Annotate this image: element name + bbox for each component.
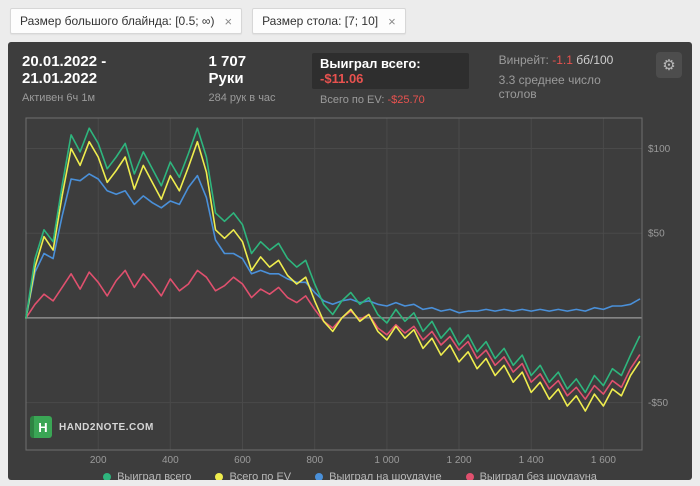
svg-text:1 400: 1 400 xyxy=(519,455,544,466)
won-total: Выиграл всего: -$11.06 xyxy=(312,53,469,89)
legend-dot xyxy=(315,473,324,480)
chart-legend: Выиграл всего Всего по EV Выиграл на шоу… xyxy=(8,466,692,480)
svg-text:1 000: 1 000 xyxy=(374,455,399,466)
winrate-units: бб/100 xyxy=(576,53,614,67)
ev-total: Всего по EV: -$25.70 xyxy=(312,94,469,106)
svg-text:$50: $50 xyxy=(648,229,665,240)
winnings-chart: 200 400 600 800 1 000 1 200 1 400 1 600 $100 $50 -… xyxy=(25,117,671,466)
legend-item-non-showdown[interactable]: Выиграл без шоудауна xyxy=(465,471,597,480)
hands-block: 1 707 Руки 284 рук в час xyxy=(209,53,283,104)
legend-item-ev-total[interactable]: Всего по EV xyxy=(215,471,291,480)
ev-total-value: -$25.70 xyxy=(387,94,425,106)
filter-chip-table-size[interactable]: Размер стола: [7; 10] × xyxy=(252,8,406,34)
date-range: 20.01.2022 - 21.01.2022 xyxy=(22,53,107,87)
filter-chip-label: Размер большого блайнда: [0.5; ∞) xyxy=(20,14,215,28)
close-icon[interactable]: × xyxy=(224,13,233,29)
legend-item-won-total[interactable]: Выиграл всего xyxy=(103,471,191,480)
active-time: Активен 6ч 1м xyxy=(22,92,96,104)
session-header: 20.01.2022 - 21.01.2022 Активен 6ч 1м 1 … xyxy=(8,42,692,110)
hand2note-logo-text: HAND2NOTE.COM xyxy=(59,421,154,433)
svg-text:800: 800 xyxy=(306,455,323,466)
svg-text:$100: $100 xyxy=(648,144,671,155)
legend-item-showdown[interactable]: Выиграл на шоудауне xyxy=(315,471,442,480)
legend-label: Всего по EV xyxy=(229,471,292,480)
winrate-block: Винрейт: -1.1 бб/100 3.3 среднее число с… xyxy=(499,53,636,101)
legend-label: Выиграл на шоудауне xyxy=(329,471,442,480)
date-range-block: 20.01.2022 - 21.01.2022 Активен 6ч 1м xyxy=(22,53,179,104)
session-panel: 20.01.2022 - 21.01.2022 Активен 6ч 1м 1 … xyxy=(8,42,692,480)
won-total-label: Выиграл всего: xyxy=(320,56,421,71)
legend-label: Выиграл без шоудауна xyxy=(479,471,597,480)
filter-chip-big-blind[interactable]: Размер большого блайнда: [0.5; ∞) × xyxy=(10,8,243,34)
svg-text:-$50: -$50 xyxy=(648,398,668,409)
gear-icon: ⚙ xyxy=(662,57,676,74)
winnings-block: Выиграл всего: -$11.06 Всего по EV: -$25… xyxy=(312,53,469,106)
chart-area: 200 400 600 800 1 000 1 200 1 400 1 600 $100 $50 -… xyxy=(20,112,680,466)
winrate-value: -1.1 xyxy=(552,53,573,67)
legend-label: Выиграл всего xyxy=(117,471,192,480)
settings-button[interactable]: ⚙ xyxy=(656,52,682,78)
svg-text:600: 600 xyxy=(234,455,251,466)
svg-text:400: 400 xyxy=(162,455,179,466)
ev-total-label: Всего по EV: xyxy=(320,94,385,106)
filter-bar: Размер большого блайнда: [0.5; ∞) × Разм… xyxy=(0,0,700,42)
svg-text:1 200: 1 200 xyxy=(446,455,471,466)
hand2note-logo: H HAND2NOTE.COM xyxy=(30,416,154,438)
legend-dot xyxy=(103,473,112,480)
hands-count: 1 707 Руки xyxy=(208,53,247,87)
winrate-label: Винрейт: xyxy=(498,53,549,67)
filter-chip-label: Размер стола: [7; 10] xyxy=(262,14,379,28)
svg-text:200: 200 xyxy=(90,455,107,466)
won-total-value: -$11.06 xyxy=(320,71,364,86)
hands-per-hour: 284 рук в час xyxy=(208,92,276,104)
close-icon[interactable]: × xyxy=(388,13,396,29)
winrate: Винрейт: -1.1 бб/100 xyxy=(499,53,636,67)
hand2note-logo-icon: H xyxy=(30,416,52,438)
avg-tables: 3.3 среднее число столов xyxy=(498,73,601,101)
legend-dot xyxy=(465,473,474,480)
svg-text:1 600: 1 600 xyxy=(591,455,616,466)
legend-dot xyxy=(215,473,224,480)
